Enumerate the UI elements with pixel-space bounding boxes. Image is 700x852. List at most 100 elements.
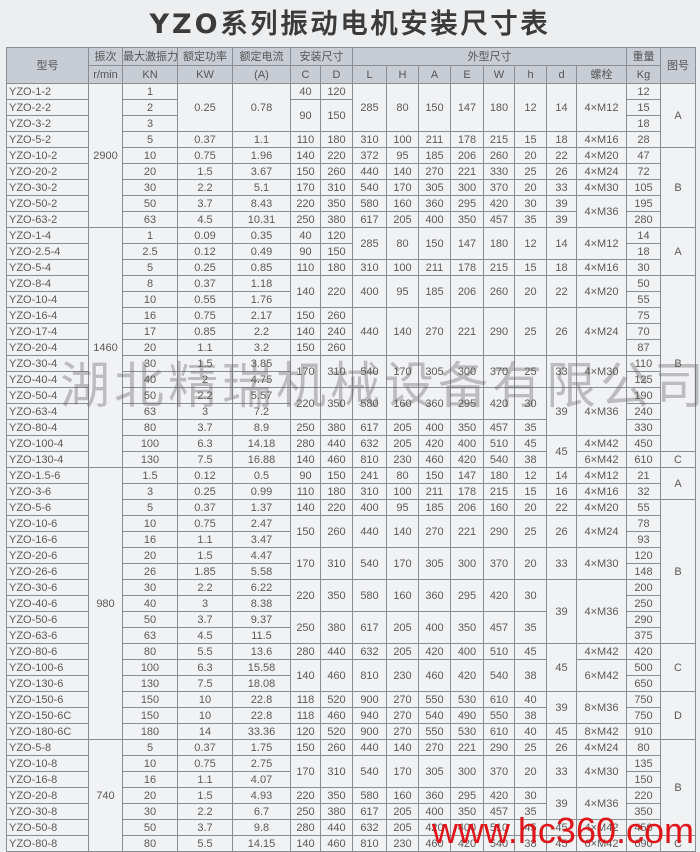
cell-rated-current: 1.96 <box>232 147 291 164</box>
cell-rated-power: 1.5 <box>177 355 233 372</box>
header-current: 额定电流 <box>232 47 291 66</box>
header-figure: 图号 <box>660 47 696 84</box>
cell-outline-h-lower: 20 <box>514 755 547 788</box>
cell-outline-h-lower: 38 <box>514 707 547 724</box>
cell-bolt: 8×M36 <box>576 691 627 724</box>
cell-bolt: 4×M30 <box>576 547 627 580</box>
cell-outline-l: 617 <box>352 803 387 820</box>
cell-outline-a: 360 <box>418 195 451 212</box>
cell-install-d: 120 <box>320 227 353 244</box>
cell-install-d: 350 <box>320 195 353 212</box>
cell-outline-h-lower: 12 <box>514 467 547 484</box>
cell-max-force: 10 <box>122 291 178 308</box>
cell-outline-w: 540 <box>483 451 515 468</box>
cell-max-force: 130 <box>122 451 178 468</box>
table-row: YZO-5-2 5 0.37 1.1 110 180 310 100 211 178 215 15 18… <box>6 131 696 148</box>
cell-rated-power: 0.12 <box>177 243 233 260</box>
cell-outline-l: 810 <box>352 659 387 692</box>
cell-outline-w: 510 <box>483 643 515 660</box>
cell-figure-no: B <box>660 739 696 836</box>
cell-max-force: 5 <box>122 259 178 276</box>
cell-max-force: 50 <box>122 195 178 212</box>
cell-rated-power: 6.3 <box>177 659 233 676</box>
cell-max-force: 2 <box>122 99 178 116</box>
cell-bolt: 4×M42 <box>576 643 627 660</box>
cell-outline-h-lower: 45 <box>514 435 547 452</box>
cell-rated-power: 0.12 <box>177 467 233 484</box>
table-row: YZO-1.5-6 980 1.5 0.12 0.5 90 150 241 80 150 147 18… <box>6 467 696 740</box>
cell-model: YZO-100-6 <box>6 659 89 676</box>
cell-outline-h: 140 <box>386 307 419 356</box>
cell-outline-l: 400 <box>352 275 387 308</box>
cell-outline-w: 260 <box>483 147 515 164</box>
cell-outline-a: 460 <box>418 835 451 852</box>
cell-outline-h-lower: 12 <box>514 83 547 132</box>
cell-outline-w: 370 <box>483 547 515 580</box>
cell-max-force: 1 <box>122 227 178 244</box>
cell-weight: 420 <box>626 643 661 660</box>
cell-max-force: 30 <box>122 179 178 196</box>
header-a: A <box>418 65 451 84</box>
cell-model: YZO-5-6 <box>6 499 89 516</box>
cell-model: YZO-50-2 <box>6 195 89 212</box>
cell-outline-a: 540 <box>418 707 451 724</box>
cell-rated-current: 3.85 <box>232 355 291 372</box>
header-force-unit: KN <box>122 65 178 84</box>
cell-rated-current: 16.88 <box>232 451 291 468</box>
cell-rated-power: 2 <box>177 371 233 388</box>
cell-model: YZO-63-2 <box>6 211 89 228</box>
cell-outline-h: 205 <box>386 643 419 660</box>
cell-rated-power: 1.1 <box>177 339 233 356</box>
cell-weight: 18 <box>626 243 661 260</box>
cell-rated-power: 0.25 <box>177 259 233 276</box>
cell-rated-power: 5.5 <box>177 643 233 660</box>
cell-weight: 330 <box>626 419 661 436</box>
header-w: W <box>483 65 515 84</box>
table-row: YZO-20-6 20 1.5 4.47 170 310 540 170 305 300 370 20… <box>6 547 696 580</box>
cell-outline-a: 211 <box>418 131 451 148</box>
cell-outline-l: 310 <box>352 483 387 500</box>
cell-outline-h-lower: 20 <box>514 547 547 580</box>
cell-rated-current: 4.75 <box>232 371 291 388</box>
cell-outline-h-lower: 40 <box>514 691 547 708</box>
cell-weight: 375 <box>626 627 661 644</box>
cell-outline-l: 810 <box>352 835 387 852</box>
cell-outline-e: 295 <box>450 579 484 612</box>
cell-rated-power: 3.7 <box>177 419 233 436</box>
cell-outline-h: 80 <box>386 227 419 260</box>
cell-outline-d: 39 <box>546 787 577 820</box>
cell-rated-current: 9.8 <box>232 819 291 836</box>
cell-rated-power: 3.7 <box>177 611 233 628</box>
cell-install-c: 280 <box>290 819 321 836</box>
table-row: YZO-100-4 100 6.3 14.18 280 440 632 205 420 400 51… <box>6 435 696 468</box>
cell-outline-h: 205 <box>386 819 419 836</box>
cell-weight: 14 <box>626 227 661 244</box>
cell-outline-h-lower: 45 <box>514 819 547 836</box>
cell-rated-power: 3 <box>177 403 233 420</box>
cell-outline-h: 160 <box>386 787 419 804</box>
cell-outline-w: 180 <box>483 83 515 132</box>
cell-rated-current: 22.8 <box>232 707 291 724</box>
cell-weight: 110 <box>626 355 661 372</box>
cell-install-d: 440 <box>320 643 353 660</box>
cell-rated-power: 6.3 <box>177 435 233 452</box>
cell-install-d: 380 <box>320 803 353 820</box>
cell-install-c: 150 <box>290 739 321 756</box>
cell-outline-e: 178 <box>450 259 484 276</box>
table-body: YZO-1-2 2900 1 0.25 0.78 40 120 285 80 150 147 180 1… <box>6 83 696 852</box>
cell-max-force: 1.5 <box>122 467 178 484</box>
cell-rated-current: 0.49 <box>232 243 291 260</box>
cell-model: YZO-8-4 <box>6 275 89 292</box>
cell-model: YZO-63-6 <box>6 627 89 644</box>
cell-model: YZO-5-8 <box>6 739 89 756</box>
cell-outline-d: 45 <box>546 835 577 852</box>
cell-outline-a: 400 <box>418 611 451 644</box>
cell-outline-w: 420 <box>483 579 515 612</box>
cell-install-d: 150 <box>320 243 353 260</box>
cell-bolt: 4×M16 <box>576 483 627 500</box>
cell-outline-h: 80 <box>386 467 419 484</box>
cell-install-c: 110 <box>290 259 321 276</box>
cell-rated-current: 6.7 <box>232 803 291 820</box>
table-row: YZO-130-6 130 7.5 18.08 650 <box>6 675 696 692</box>
cell-install-d: 380 <box>320 611 353 644</box>
